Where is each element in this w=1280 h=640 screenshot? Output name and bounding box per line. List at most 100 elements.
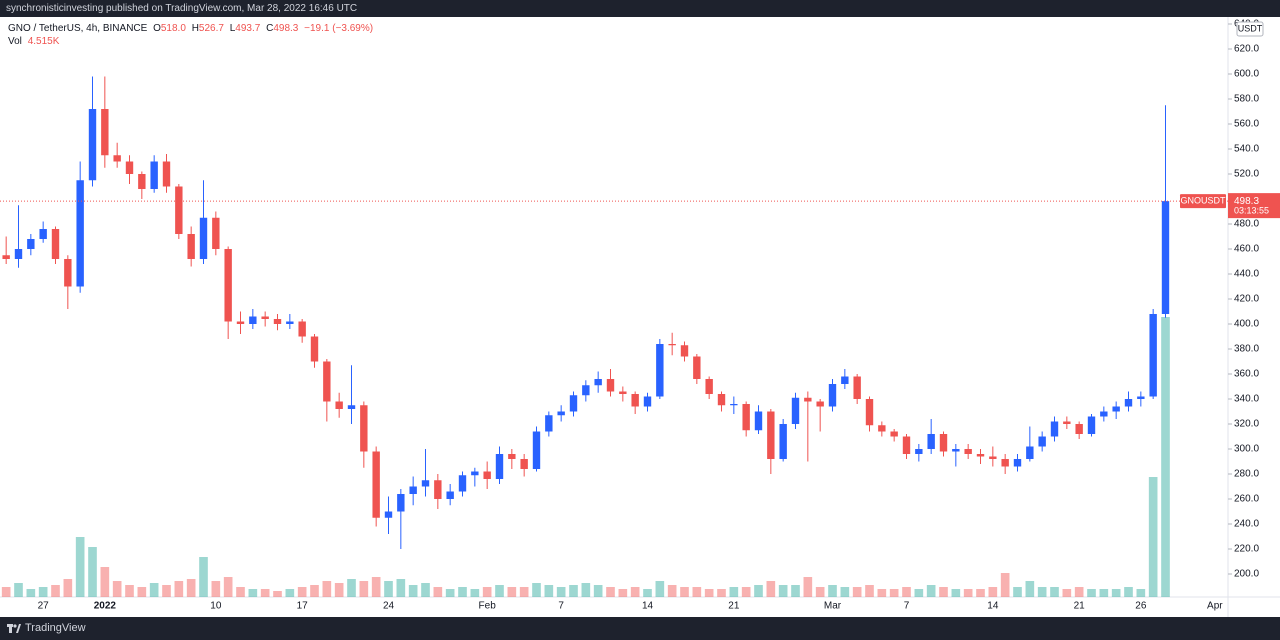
x-tick-label: 2022 (94, 601, 117, 612)
candle-body (1075, 424, 1083, 434)
volume-bar (951, 589, 961, 597)
background (0, 17, 1280, 617)
candle-body (199, 217, 208, 259)
volume-bar (840, 587, 850, 597)
candle-body (508, 454, 516, 459)
volume-bar (88, 547, 97, 597)
y-tick-label: 560.0 (1234, 119, 1259, 130)
candle-body (113, 155, 121, 162)
volume-bar (223, 577, 233, 597)
candle-body (964, 449, 972, 454)
volume-bar (26, 589, 36, 597)
volume-bar (322, 581, 332, 597)
candle-body (680, 345, 689, 357)
ohlc-value: 498.3 (273, 23, 299, 34)
candle-body (927, 434, 935, 449)
candle-body (64, 259, 72, 287)
y-tick-label: 480.0 (1234, 219, 1259, 230)
volume-bar (692, 587, 702, 597)
volume-bar (717, 589, 726, 597)
candle-body (853, 376, 861, 399)
volume-bar (1124, 587, 1133, 597)
candle-body (976, 454, 985, 457)
volume-bar (125, 585, 134, 597)
candle-body (446, 491, 454, 499)
candle-body (779, 424, 787, 459)
candle-body (1124, 399, 1133, 407)
volume-bar (137, 587, 147, 597)
candle-body (569, 395, 578, 412)
ohlc-label: C (266, 23, 274, 34)
candle-body (594, 379, 602, 386)
ohlc-label: L (229, 23, 236, 34)
volume-bar (1037, 587, 1047, 597)
x-tick-label: 7 (904, 601, 910, 612)
candle-body (717, 394, 726, 406)
volume-bar (828, 585, 837, 597)
candle-body (175, 186, 183, 234)
candle-body (51, 229, 60, 259)
volume-bar (643, 589, 652, 597)
volume-bar (852, 587, 862, 597)
volume-bar (1013, 587, 1022, 597)
volume-bar (630, 587, 640, 597)
candle-body (730, 404, 738, 406)
candle-body (39, 229, 47, 239)
volume-bar (359, 581, 369, 597)
volume-bar (926, 585, 936, 597)
candle-body (804, 397, 812, 402)
volume-bar (248, 589, 258, 597)
volume-bar (112, 581, 122, 597)
candle-body (705, 379, 713, 394)
volume-bar (1062, 589, 1072, 597)
y-tick-label: 260.0 (1234, 494, 1259, 505)
y-tick-label: 340.0 (1234, 394, 1259, 405)
symbol: GNO / TetherUS, 4h, BINANCE (8, 23, 148, 34)
volume-bar (260, 589, 270, 597)
volume-bar (1111, 589, 1121, 597)
volume-bar (285, 589, 295, 597)
candle-body (890, 431, 898, 437)
candle-body (224, 249, 232, 322)
volume-bar (865, 585, 874, 597)
x-tick-label: Feb (479, 601, 497, 612)
x-tick-label: 21 (728, 601, 740, 612)
candle-body (212, 217, 220, 249)
candle-body (742, 404, 750, 431)
volume-bar (174, 581, 184, 597)
volume-bar (544, 585, 554, 597)
y-tick-label: 460.0 (1234, 244, 1259, 255)
volume-bar (877, 589, 887, 597)
volume-bar (939, 587, 948, 597)
candle-body (754, 411, 763, 431)
x-tick-label: 21 (1074, 601, 1086, 612)
candle-body (76, 180, 84, 287)
candle-body (643, 396, 652, 407)
volume-bar (1087, 589, 1096, 597)
ohlc-value: 493.7 (235, 23, 261, 34)
ohlc-label: O (153, 23, 161, 34)
volume-bar (186, 579, 196, 597)
candle-body (27, 239, 35, 249)
candle-body (520, 459, 528, 469)
logo (7, 624, 21, 633)
x-tick-label: Mar (824, 601, 842, 612)
candle-body (310, 336, 319, 362)
candle-body (138, 174, 146, 189)
volume-bar (384, 581, 393, 597)
candle-body (335, 401, 343, 409)
legend-row: Vol 4.515K (8, 35, 376, 48)
x-tick-label: Apr (1207, 601, 1223, 612)
volume-bar (593, 585, 603, 597)
candle-body (14, 249, 23, 259)
volume-bar (38, 587, 48, 597)
y-tick-label: 420.0 (1234, 294, 1259, 305)
x-tick-label: 10 (210, 601, 222, 612)
candle-body (409, 486, 417, 494)
volume-bar (236, 587, 245, 597)
volume-bar (581, 583, 591, 597)
candle-body (791, 397, 800, 424)
currency: USDT (1238, 23, 1263, 33)
candle-body (1050, 421, 1059, 437)
